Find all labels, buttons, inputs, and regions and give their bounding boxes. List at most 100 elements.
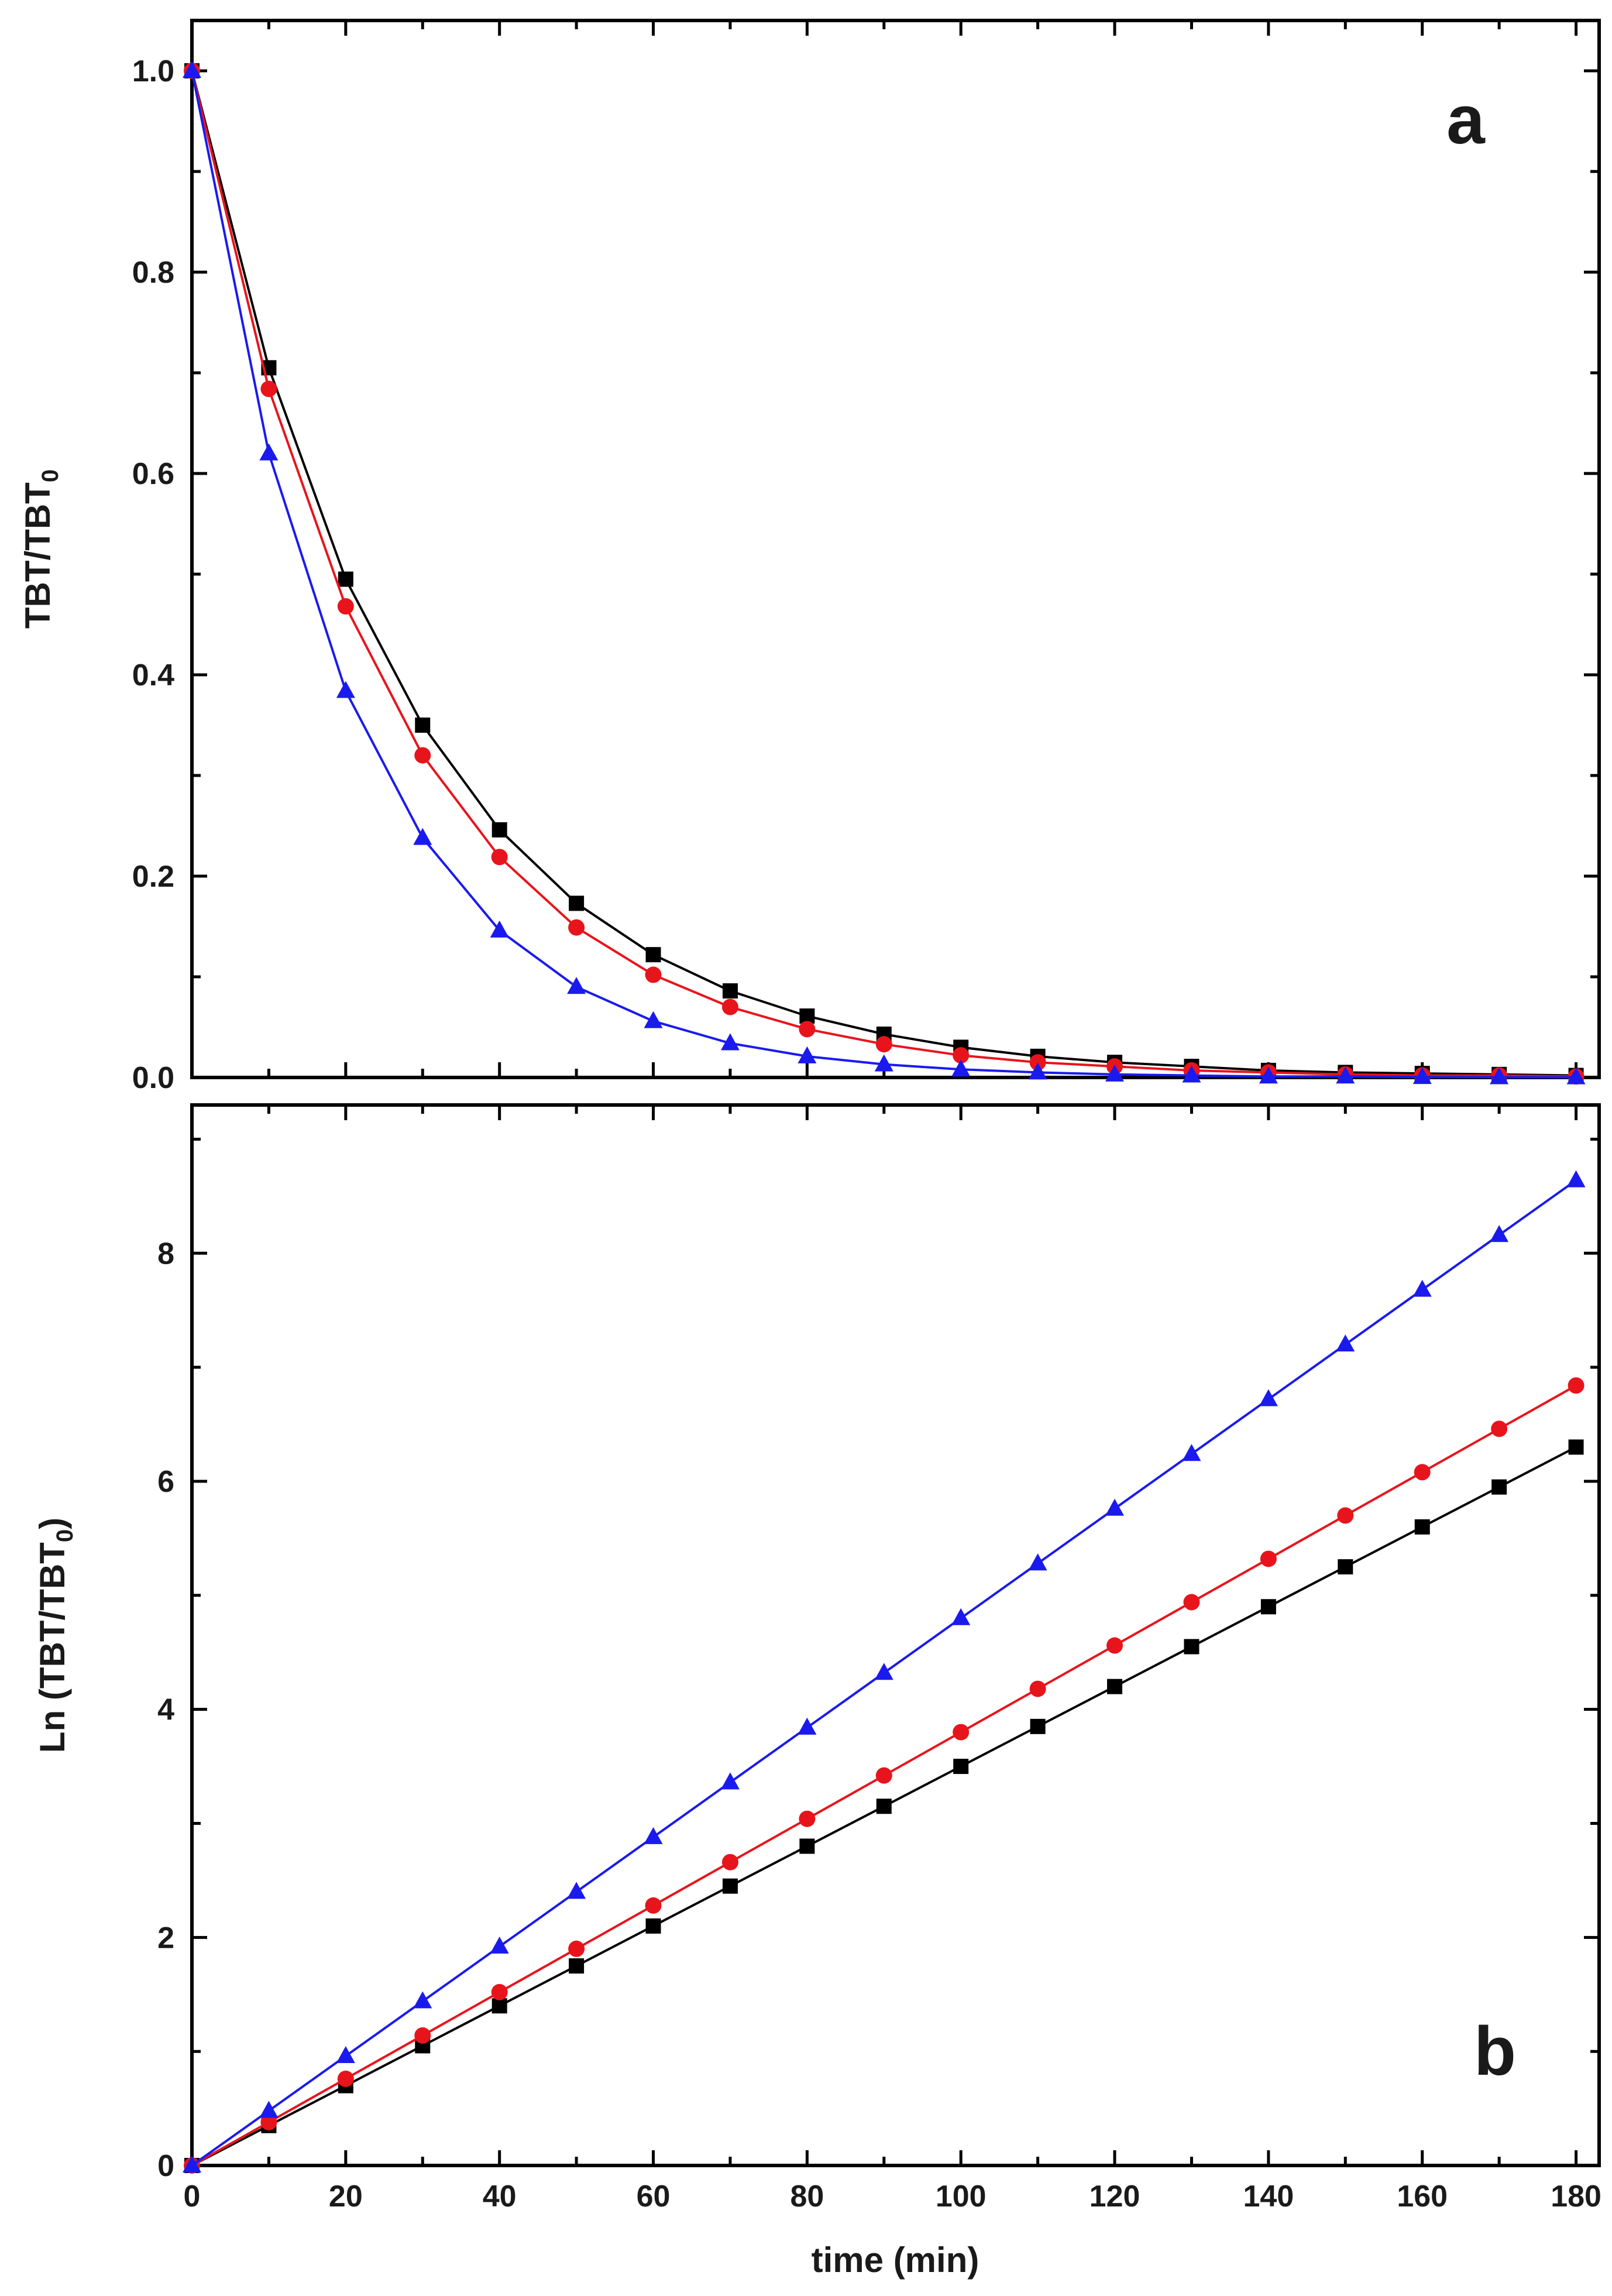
y-tick-label-0.4: 0.4 — [132, 658, 174, 692]
data-point-blue-50 — [567, 1882, 586, 1899]
y-tick-label-4: 4 — [157, 1693, 174, 1727]
data-point-blue-20 — [336, 681, 355, 698]
data-point-red-10 — [260, 380, 277, 397]
panel-a-chart: 0.0 0.2 0.4 0.6 0.8 1.0 a TBT/TBT0 — [18, 19, 1601, 1095]
y-tick-label-1.0: 1.0 — [132, 54, 174, 88]
data-point-blue-80 — [798, 1717, 817, 1735]
data-point-blue-80 — [798, 1046, 817, 1063]
data-point-blue-110 — [1028, 1062, 1047, 1080]
data-point-black-40 — [491, 822, 507, 838]
data-point-blue-140 — [1259, 1389, 1278, 1406]
data-point-red-70 — [721, 998, 738, 1015]
data-point-red-180 — [1568, 1377, 1584, 1394]
data-point-black-180 — [1568, 1439, 1584, 1455]
data-point-red-80 — [799, 1021, 816, 1038]
panel-a-y-axis-title: TBT/TBT0 — [18, 469, 63, 629]
y-tick-label-0.6: 0.6 — [132, 457, 174, 491]
x-tick-label-20: 20 — [329, 2180, 363, 2213]
y-tick-label-2: 2 — [157, 1921, 174, 1955]
data-point-black-150 — [1338, 1559, 1353, 1575]
data-point-black-60 — [645, 947, 661, 963]
data-point-blue-10 — [259, 2101, 279, 2118]
x-tick-label-180: 180 — [1551, 2180, 1601, 2213]
series-line-red — [191, 70, 1576, 1078]
data-point-red-40 — [491, 849, 508, 866]
data-point-black-110 — [1030, 1718, 1046, 1734]
data-point-blue-70 — [720, 1772, 740, 1790]
data-point-blue-40 — [490, 920, 509, 938]
data-point-red-50 — [568, 1940, 585, 1957]
data-point-red-60 — [645, 1897, 662, 1914]
data-point-blue-60 — [644, 1827, 663, 1844]
data-point-blue-50 — [567, 977, 586, 994]
data-point-black-40 — [491, 1998, 507, 2014]
data-point-red-160 — [1414, 1464, 1431, 1481]
x-tick-label-140: 140 — [1243, 2180, 1294, 2213]
panel-b-ticks: 0 20 40 60 80 100 120 140 160 180 0 2 4 6 8 — [157, 1105, 1601, 2213]
data-point-blue-130 — [1182, 1444, 1201, 1461]
y-tick-label-0.2: 0.2 — [132, 860, 174, 894]
data-point-blue-150 — [1336, 1066, 1355, 1084]
panel-a-y-axis-title-subscript: 0 — [37, 469, 63, 482]
data-point-blue-180 — [1566, 1170, 1586, 1188]
data-point-black-60 — [645, 1918, 661, 1934]
panel-a-series — [183, 61, 1586, 1085]
data-point-blue-20 — [336, 2046, 355, 2063]
panel-b-plot-frame — [190, 1103, 1601, 2167]
data-point-red-110 — [1029, 1680, 1046, 1697]
data-point-blue-0 — [183, 61, 201, 78]
data-point-black-160 — [1414, 1519, 1430, 1535]
panel-b-y-axis-title-subscript: 0 — [52, 1529, 78, 1542]
series-line-blue — [191, 70, 1576, 1079]
data-point-red-170 — [1491, 1420, 1508, 1437]
x-tick-label-80: 80 — [790, 2180, 824, 2213]
data-point-red-30 — [414, 747, 431, 764]
data-point-red-100 — [953, 1724, 970, 1741]
data-point-red-50 — [568, 919, 585, 936]
data-point-blue-40 — [490, 1936, 509, 1954]
data-point-black-170 — [1491, 1479, 1507, 1495]
data-point-red-140 — [1260, 1550, 1277, 1567]
data-point-blue-120 — [1105, 1498, 1125, 1516]
data-point-blue-60 — [644, 1011, 663, 1028]
data-point-black-30 — [415, 718, 431, 733]
data-point-blue-30 — [413, 1991, 432, 2009]
panel-b-x-axis-title: time (min) — [812, 2240, 979, 2280]
data-point-red-80 — [799, 1810, 816, 1827]
data-point-red-10 — [260, 2113, 277, 2130]
data-point-blue-120 — [1105, 1064, 1125, 1082]
data-point-black-120 — [1107, 1679, 1123, 1694]
panel-a-y-axis-title-main: TBT/TBT — [18, 482, 57, 629]
y-tick-label-8: 8 — [157, 1237, 174, 1271]
panel-b-chart: 0 20 40 60 80 100 120 140 160 180 0 2 4 6 8 b Ln (TBT/… — [33, 1103, 1601, 2280]
x-tick-label-100: 100 — [936, 2180, 987, 2213]
data-point-blue-160 — [1412, 1067, 1432, 1084]
panel-b-letter: b — [1474, 2013, 1516, 2090]
y-tick-label-0.8: 0.8 — [132, 256, 174, 290]
data-point-blue-100 — [951, 1059, 971, 1077]
data-point-blue-160 — [1412, 1279, 1432, 1297]
panel-b-y-axis-title-close: ) — [33, 1518, 72, 1529]
data-point-black-70 — [722, 1878, 738, 1894]
data-point-blue-110 — [1028, 1553, 1047, 1571]
data-point-blue-170 — [1490, 1067, 1509, 1084]
data-point-red-40 — [491, 1983, 508, 2000]
data-point-blue-150 — [1336, 1334, 1355, 1352]
data-point-black-90 — [876, 1799, 892, 1814]
data-point-red-90 — [875, 1036, 892, 1053]
data-point-blue-0 — [183, 2156, 201, 2173]
data-point-black-80 — [799, 1838, 815, 1854]
x-tick-label-40: 40 — [483, 2180, 517, 2213]
data-point-red-90 — [875, 1767, 892, 1784]
x-tick-label-160: 160 — [1397, 2180, 1448, 2213]
data-point-blue-30 — [413, 828, 432, 845]
data-point-red-130 — [1183, 1594, 1200, 1611]
x-tick-label-120: 120 — [1089, 2180, 1140, 2213]
data-point-blue-90 — [874, 1663, 893, 1680]
panel-a-ticks: 0.0 0.2 0.4 0.6 0.8 1.0 — [132, 20, 1599, 1095]
panel-b-y-axis-title-main: Ln (TBT/TBT — [33, 1542, 72, 1753]
data-point-black-50 — [569, 1958, 585, 1974]
series-line-black — [191, 70, 1576, 1077]
panel-a-plot-frame — [190, 19, 1601, 1079]
data-point-blue-140 — [1259, 1066, 1278, 1084]
